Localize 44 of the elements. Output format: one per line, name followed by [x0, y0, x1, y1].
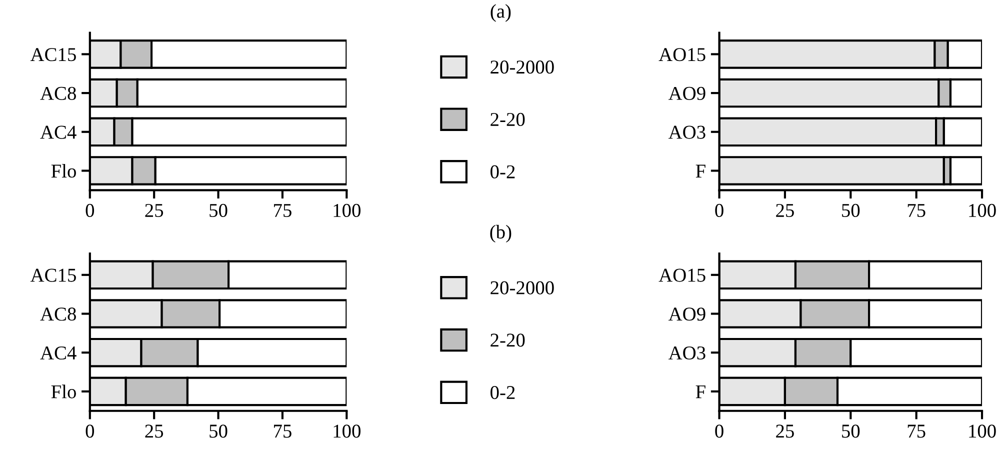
- text: 0-2: [490, 386, 515, 400]
- y-tick-label: AC4: [40, 346, 76, 360]
- y-tick-label: AO9: [668, 86, 706, 100]
- x-tick-label: 75: [908, 204, 926, 218]
- x-tick-label: 0: [86, 204, 94, 218]
- text: 2-20: [490, 334, 525, 347]
- x-tick-label: 50: [842, 424, 860, 438]
- x-tick-label: 0: [86, 424, 94, 438]
- text: 20-2000: [490, 281, 554, 294]
- x-tick-label: 100: [334, 204, 360, 218]
- y-tick-label: AC8: [40, 308, 76, 321]
- y-tick-label: F: [696, 164, 706, 178]
- x-tick-label: 0: [715, 204, 724, 218]
- text: (b): [490, 224, 512, 243]
- y-tick-label: AC15: [30, 48, 76, 62]
- x-tick-label: 75: [274, 204, 292, 218]
- y-tick-label: AC8: [40, 86, 76, 100]
- y-tick-label: AC4: [40, 126, 76, 139]
- legend-label: 0-2: [490, 165, 515, 178]
- text: (a): [490, 4, 511, 22]
- y-tick-label: AC15: [30, 268, 76, 282]
- x-tick-label: 50: [842, 204, 860, 218]
- y-tick-label: AO15: [658, 48, 706, 62]
- x-tick-label: 25: [145, 204, 164, 218]
- x-tick-label: 25: [145, 424, 164, 438]
- x-tick-label: 100: [334, 424, 360, 438]
- x-tick-label: 25: [776, 424, 794, 438]
- y-tick-label: F: [696, 385, 706, 398]
- x-tick-label: 25: [776, 204, 794, 218]
- x-tick-label: 100: [969, 424, 996, 438]
- y-tick-label: AO9: [668, 308, 706, 321]
- y-tick-label: AO3: [668, 126, 706, 139]
- y-tick-label: Flo: [51, 384, 76, 398]
- x-tick-label: 50: [210, 204, 228, 218]
- y-tick-label: AO15: [658, 268, 706, 282]
- x-tick-label: 75: [908, 424, 926, 438]
- legend-label: 20-2000: [490, 60, 554, 74]
- x-tick-label: 75: [274, 424, 292, 438]
- y-tick-label: Flo: [51, 164, 76, 178]
- x-tick-label: 50: [210, 424, 228, 438]
- x-tick-label: 0: [715, 424, 724, 438]
- legend-label: 2-20: [490, 112, 525, 126]
- y-tick-label: AO3: [668, 346, 706, 360]
- x-tick-label: 100: [969, 204, 996, 218]
